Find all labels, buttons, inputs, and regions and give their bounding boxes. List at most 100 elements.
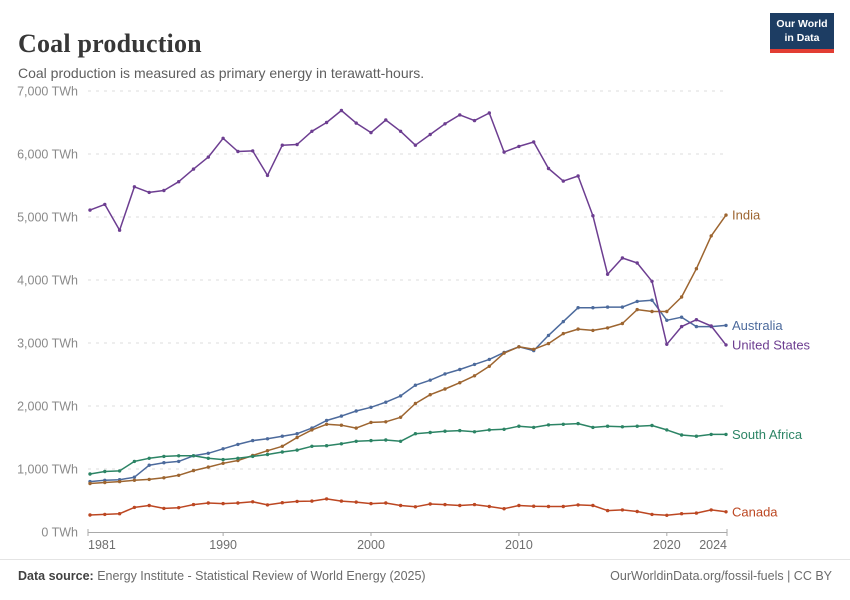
data-point (487, 428, 491, 432)
data-point (605, 326, 610, 330)
data-point (576, 327, 580, 331)
series-line-united-states[interactable] (89, 109, 727, 346)
data-point (635, 261, 639, 265)
data-point (561, 422, 565, 426)
data-point (443, 502, 447, 507)
data-point (221, 501, 225, 506)
data-point (679, 512, 684, 516)
data-point (694, 318, 699, 322)
data-point (458, 381, 462, 385)
data-point (236, 442, 240, 447)
series-label-australia[interactable]: Australia (732, 318, 783, 333)
series-line-india[interactable] (89, 214, 727, 485)
data-point (591, 328, 595, 333)
data-point (324, 444, 329, 448)
data-point (517, 345, 521, 349)
series-label-united-states[interactable]: United States (732, 337, 811, 352)
data-point (502, 507, 506, 511)
data-point (384, 438, 388, 442)
owid-credit-link[interactable]: OurWorldinData.org/fossil-fuels | CC BY (610, 569, 832, 583)
data-point (665, 318, 669, 322)
data-point (280, 143, 284, 147)
data-point (162, 476, 166, 480)
data-point (132, 505, 137, 510)
data-point (472, 430, 477, 434)
data-point (413, 383, 418, 387)
data-point (561, 504, 565, 509)
data-point (324, 418, 329, 423)
data-point (177, 180, 181, 184)
data-point (221, 457, 225, 462)
data-point (162, 454, 166, 459)
data-point (650, 423, 654, 428)
data-point (280, 501, 284, 505)
data-point (472, 118, 477, 123)
chart-footer: Data source: Energy Institute - Statisti… (18, 569, 832, 583)
data-point (472, 374, 477, 378)
data-point (591, 425, 595, 430)
series-label-canada[interactable]: Canada (732, 504, 778, 519)
data-point (517, 144, 521, 149)
data-point (251, 454, 255, 459)
data-point (546, 504, 551, 509)
y-axis-tick-label: 3,000 TWh (17, 336, 78, 350)
series-label-south-africa[interactable]: South Africa (732, 427, 803, 442)
data-point (384, 501, 388, 505)
data-point (384, 400, 388, 404)
data-point (576, 306, 580, 310)
data-point (517, 503, 521, 508)
data-point (413, 401, 418, 406)
data-point (221, 136, 225, 140)
data-point (679, 295, 684, 299)
data-point (384, 118, 388, 122)
data-point (605, 272, 610, 276)
data-point (398, 415, 403, 419)
data-point (384, 420, 388, 424)
data-point (650, 309, 654, 314)
owid-logo[interactable]: Our World in Data (770, 13, 834, 54)
data-point (413, 432, 418, 436)
data-point (162, 188, 166, 193)
series-line-canada[interactable] (89, 498, 727, 517)
data-point (413, 505, 418, 509)
data-point (310, 444, 314, 448)
data-point (472, 362, 477, 367)
data-point (724, 432, 728, 437)
data-point (428, 502, 432, 506)
data-point (324, 497, 329, 501)
data-point (117, 512, 122, 516)
series-line-australia[interactable] (89, 299, 727, 483)
data-point (576, 174, 580, 178)
series-label-india[interactable]: India (732, 208, 761, 223)
data-point (650, 279, 654, 283)
data-point (354, 426, 358, 430)
data-point (620, 508, 625, 512)
data-point (236, 501, 240, 505)
data-point (694, 434, 699, 438)
data-point (265, 449, 270, 453)
data-point (561, 319, 565, 324)
data-point (443, 387, 447, 391)
data-point (339, 414, 344, 418)
data-point (295, 448, 299, 452)
data-point (679, 315, 684, 319)
series-canada: Canada (88, 497, 778, 519)
data-point (591, 214, 595, 218)
data-point (369, 420, 373, 425)
data-point (650, 512, 654, 517)
data-point (339, 499, 344, 503)
data-point (265, 503, 270, 507)
x-axis-tick-label: 2024 (699, 538, 727, 552)
data-point (458, 367, 462, 372)
data-point (369, 501, 373, 506)
data-point (709, 234, 713, 238)
data-point (487, 111, 491, 115)
data-point (605, 508, 610, 513)
x-axis-tick-label: 2000 (357, 538, 385, 552)
series-india: India (88, 208, 761, 486)
data-point (191, 454, 196, 458)
series-line-south-africa[interactable] (89, 422, 726, 475)
data-point (103, 480, 107, 485)
